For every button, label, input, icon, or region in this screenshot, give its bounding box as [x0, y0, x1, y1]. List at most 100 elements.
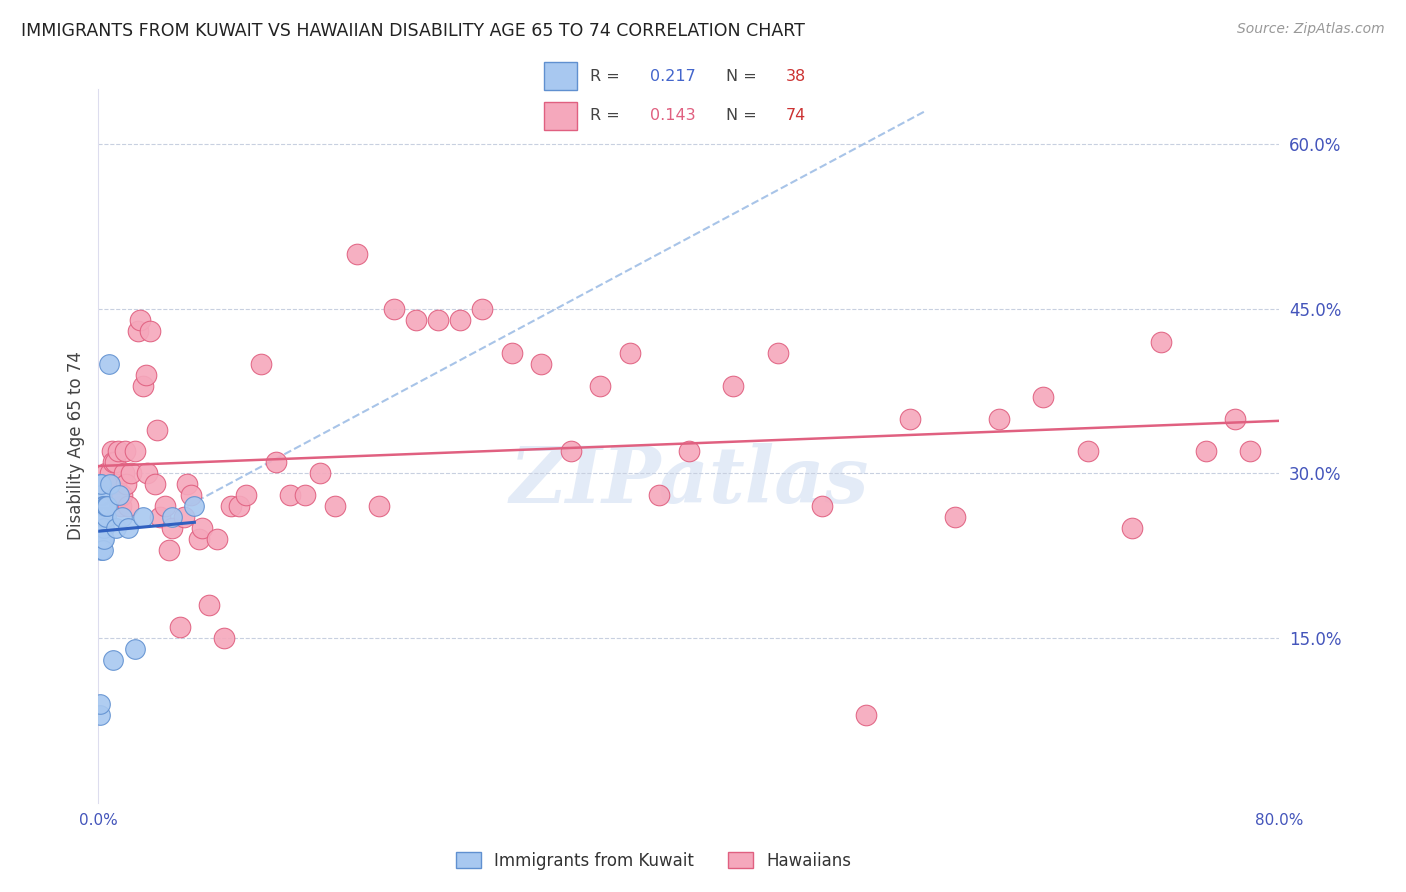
Point: [91, 510, 114, 524]
Point: [91, 543, 114, 558]
Point: [294, 488, 316, 502]
Point: [103, 455, 125, 469]
Point: [139, 324, 162, 338]
Point: [108, 488, 131, 502]
Point: [198, 598, 221, 612]
Point: [153, 500, 176, 514]
Point: [90, 500, 112, 514]
Point: [405, 312, 427, 326]
Point: [173, 510, 195, 524]
Point: [105, 521, 128, 535]
Point: [100, 444, 122, 458]
Point: [228, 500, 250, 514]
Point: [89, 488, 111, 502]
Point: [89, 510, 111, 524]
Point: [900, 411, 922, 425]
Point: [943, 510, 966, 524]
Text: IMMIGRANTS FROM KUWAIT VS HAWAIIAN DISABILITY AGE 65 TO 74 CORRELATION CHART: IMMIGRANTS FROM KUWAIT VS HAWAIIAN DISAB…: [21, 22, 806, 40]
Text: 0.143: 0.143: [650, 108, 696, 123]
Point: [124, 444, 146, 458]
Point: [368, 500, 391, 514]
Point: [93, 533, 115, 547]
Point: [89, 533, 111, 547]
Point: [619, 345, 641, 359]
Point: [162, 521, 183, 535]
Point: [346, 247, 368, 261]
Point: [183, 500, 205, 514]
Point: [157, 543, 180, 558]
Text: Source: ZipAtlas.com: Source: ZipAtlas.com: [1237, 22, 1385, 37]
Point: [89, 477, 111, 491]
Point: [127, 324, 149, 338]
Point: [169, 620, 191, 634]
Point: [1032, 390, 1054, 404]
Point: [149, 510, 172, 524]
Point: [278, 488, 302, 502]
Point: [91, 521, 114, 535]
Point: [94, 467, 117, 481]
Bar: [544, 102, 578, 130]
Point: [89, 697, 111, 711]
Point: [678, 444, 700, 458]
Point: [91, 533, 114, 547]
Text: R =: R =: [591, 69, 626, 84]
Point: [323, 500, 346, 514]
Point: [93, 500, 115, 514]
Point: [128, 312, 150, 326]
Point: [117, 500, 139, 514]
Point: [90, 488, 112, 502]
Point: [219, 500, 242, 514]
Point: [855, 708, 877, 723]
Point: [97, 357, 120, 371]
Point: [90, 510, 112, 524]
Point: [104, 455, 127, 469]
Point: [146, 423, 169, 437]
Point: [90, 533, 112, 547]
Text: ZIPatlas: ZIPatlas: [509, 443, 869, 520]
Point: [530, 357, 553, 371]
Point: [97, 477, 120, 491]
Point: [110, 500, 132, 514]
Point: [105, 477, 128, 491]
Text: 38: 38: [786, 69, 806, 84]
Point: [205, 533, 228, 547]
Text: N =: N =: [725, 108, 762, 123]
Point: [94, 510, 117, 524]
Text: 74: 74: [786, 108, 806, 123]
Point: [94, 500, 117, 514]
Point: [91, 500, 114, 514]
Point: [212, 631, 235, 645]
Point: [117, 521, 139, 535]
Point: [107, 444, 129, 458]
Point: [471, 301, 494, 316]
Point: [250, 357, 273, 371]
Point: [98, 477, 121, 491]
Point: [124, 642, 146, 657]
Point: [111, 510, 134, 524]
Text: 0.217: 0.217: [650, 69, 696, 84]
Point: [1223, 411, 1246, 425]
Point: [89, 708, 111, 723]
Point: [180, 488, 202, 502]
Point: [132, 510, 155, 524]
Point: [176, 477, 198, 491]
Point: [136, 467, 159, 481]
Point: [187, 533, 209, 547]
Point: [309, 467, 332, 481]
Point: [135, 368, 157, 382]
Point: [89, 500, 111, 514]
Point: [1195, 444, 1218, 458]
Point: [449, 312, 471, 326]
Point: [93, 521, 115, 535]
Y-axis label: Disability Age 65 to 74: Disability Age 65 to 74: [66, 351, 84, 541]
Point: [264, 455, 287, 469]
Point: [90, 477, 112, 491]
Point: [120, 467, 142, 481]
Point: [382, 301, 405, 316]
Point: [89, 521, 111, 535]
Point: [560, 444, 582, 458]
Point: [114, 444, 136, 458]
Point: [1077, 444, 1099, 458]
Point: [111, 488, 134, 502]
Point: [648, 488, 671, 502]
